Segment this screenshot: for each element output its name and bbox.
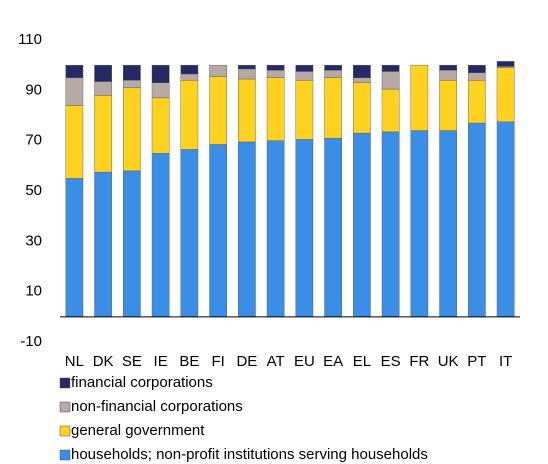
bar-segment [65, 77, 84, 106]
bar-segment [65, 178, 84, 318]
bar-segment [94, 64, 112, 82]
y-tick-label: 70 [25, 132, 42, 149]
legend-label: households; non-profit institutions serv… [71, 446, 428, 463]
bar-segment [496, 67, 515, 122]
y-tick-label: 110 [18, 31, 42, 48]
bar-segment [151, 64, 170, 83]
x-tick-label: DK [93, 353, 114, 370]
bar-segment [468, 80, 486, 124]
legend-label: non-financial corporations [71, 398, 243, 415]
bar-segment [151, 82, 170, 99]
bar-segment [180, 149, 199, 318]
bar-segment [123, 64, 141, 81]
y-tick-label: 50 [25, 182, 42, 199]
bar-segment [94, 171, 112, 318]
bar-segment [209, 76, 227, 145]
y-tick-label: 30 [25, 232, 42, 249]
bar-segment [324, 69, 342, 78]
bar-segment [238, 78, 256, 143]
bar-segment [266, 77, 285, 141]
x-tick-label: FR [409, 353, 429, 370]
legend-swatch [59, 401, 71, 413]
bar-segment [295, 80, 314, 140]
bar-segment [353, 82, 371, 134]
y-tick-label: 10 [25, 283, 42, 300]
x-tick-label: EL [353, 353, 371, 370]
x-tick-label: NL [65, 353, 84, 370]
bar-segment [123, 170, 141, 318]
bar-segment [468, 64, 486, 73]
x-tick-label: SE [122, 353, 142, 370]
bar-segment [266, 140, 285, 318]
x-tick-label: BE [179, 353, 199, 370]
bar-segment [496, 61, 515, 67]
bar-segment [439, 64, 457, 71]
x-tick-label: AT [267, 353, 285, 370]
bar-segment [324, 64, 342, 71]
y-tick-label: -10 [20, 333, 42, 350]
bar-segment [468, 122, 486, 318]
bar-segment [65, 105, 84, 179]
legend-swatch [59, 425, 71, 437]
x-tick-label: EA [323, 353, 343, 370]
bar-segment [94, 81, 112, 96]
bar-segment [439, 69, 457, 81]
legend-swatch [59, 449, 71, 461]
bar-segment [209, 64, 227, 77]
x-tick-label: DE [236, 353, 257, 370]
bar-segment [381, 131, 400, 318]
bar-segment [238, 64, 256, 70]
bar-segment [123, 87, 141, 172]
x-tick-label: IT [499, 353, 512, 370]
bar-segment [238, 68, 256, 80]
bar-segment [65, 64, 84, 78]
legend-swatch [59, 377, 71, 389]
x-tick-label: PT [467, 353, 486, 370]
bar-segment [295, 139, 314, 318]
bar-segment [439, 130, 457, 318]
bar-segment [353, 77, 371, 83]
bar-segment [381, 88, 400, 133]
bar-segment [180, 64, 199, 75]
bar-segment [353, 64, 371, 78]
x-tick-label: IE [154, 353, 168, 370]
bar-segment [410, 130, 429, 318]
bar-segment [266, 64, 285, 71]
bar-segment [266, 69, 285, 78]
bar-segment [381, 64, 400, 72]
bar-segment [238, 141, 256, 318]
legend-label: general government [71, 422, 205, 439]
bar-segment [353, 132, 371, 318]
bar-segment [410, 64, 429, 131]
x-tick-label: FI [211, 353, 224, 370]
bar-segment [209, 144, 227, 318]
bar-segment [295, 64, 314, 72]
bar-segment [94, 95, 112, 173]
y-tick-label: 90 [25, 81, 42, 98]
legend-label: financial corporations [71, 374, 213, 391]
bar-segment [324, 77, 342, 139]
bar-segment [381, 71, 400, 90]
x-tick-label: EU [294, 353, 315, 370]
x-tick-label: ES [381, 353, 401, 370]
x-tick-label: UK [438, 353, 459, 370]
bar-segment [496, 121, 515, 318]
bar-segment [123, 80, 141, 89]
bar-segment [324, 137, 342, 318]
bar-segment [439, 80, 457, 131]
bar-segment [180, 73, 199, 81]
bar-segment [151, 97, 170, 154]
bar-segment [295, 71, 314, 81]
bar-segment [180, 80, 199, 150]
bar-segment [151, 153, 170, 318]
bar-segment [468, 72, 486, 81]
